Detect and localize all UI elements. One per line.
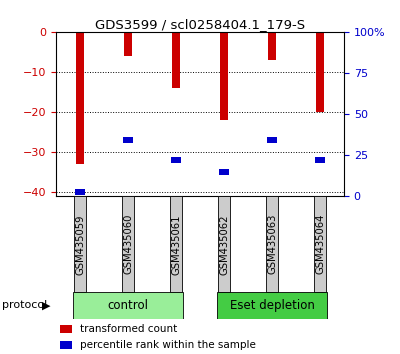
Text: GSM435060: GSM435060 [123, 214, 133, 274]
Bar [171, 157, 181, 163]
Bar [76, 32, 84, 164]
Bar [73, 292, 183, 319]
Title: GDS3599 / scl0258404.1_179-S: GDS3599 / scl0258404.1_179-S [95, 18, 305, 31]
Text: GSM435063: GSM435063 [267, 214, 277, 274]
Text: percentile rank within the sample: percentile rank within the sample [80, 340, 256, 350]
Bar [124, 32, 132, 56]
Text: control: control [108, 299, 148, 312]
Text: transformed count: transformed count [80, 324, 177, 334]
Bar [314, 196, 326, 292]
Text: ▶: ▶ [42, 300, 50, 310]
Bar [170, 196, 182, 292]
Bar [123, 137, 133, 143]
Text: Eset depletion: Eset depletion [230, 299, 314, 312]
Text: GSM435059: GSM435059 [75, 214, 85, 274]
Bar [218, 196, 230, 292]
Text: GSM435062: GSM435062 [219, 214, 229, 274]
Bar [219, 169, 229, 175]
Bar [220, 32, 228, 120]
Text: GSM435064: GSM435064 [315, 214, 325, 274]
Bar [74, 196, 86, 292]
Bar [172, 32, 180, 88]
Bar [316, 32, 324, 112]
Bar [266, 196, 278, 292]
Bar [268, 32, 276, 60]
Text: protocol: protocol [2, 300, 47, 310]
Bar [267, 137, 277, 143]
Bar [315, 157, 325, 163]
Bar [217, 292, 327, 319]
Bar [122, 196, 134, 292]
Bar [75, 189, 85, 195]
Text: GSM435061: GSM435061 [171, 214, 181, 274]
